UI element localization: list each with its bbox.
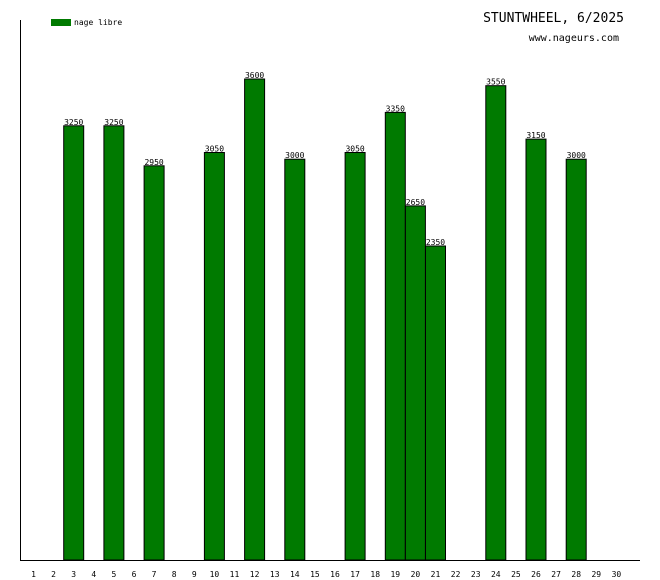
bar [404,205,426,561]
x-tick-label: 18 [370,570,380,579]
bar [103,125,125,561]
x-tick-label: 4 [91,570,96,579]
bar [485,85,507,561]
x-tick-label: 9 [192,570,197,579]
bar-value-label: 2950 [144,158,163,167]
x-tick-label: 11 [230,570,240,579]
x-tick-label: 21 [431,570,441,579]
x-tick-label: 25 [511,570,521,579]
x-tick-label: 13 [270,570,280,579]
x-tick-label: 22 [451,570,461,579]
x-tick-label: 23 [471,570,481,579]
x-tick-label: 10 [210,570,220,579]
x-tick-label: 5 [111,570,116,579]
chart-subtitle: www.nageurs.com [529,33,619,44]
x-tick-label: 12 [250,570,260,579]
legend: nage libre [51,18,122,27]
chart-title: STUNTWHEEL, 6/2025 [483,11,624,26]
bar-value-label: 3350 [386,104,405,113]
bar [244,78,266,561]
x-tick-label: 14 [290,570,300,579]
bar [143,165,165,561]
bar-value-label: 3050 [205,145,224,154]
bar-value-label: 3600 [245,71,264,80]
bar-value-label: 2350 [426,238,445,247]
bar [344,152,366,561]
x-tick-label: 2 [51,570,56,579]
bar [284,158,306,561]
x-tick-label: 17 [350,570,360,579]
x-tick-label: 16 [330,570,340,579]
x-tick-label: 6 [132,570,137,579]
bar-value-label: 3050 [345,145,364,154]
x-tick-label: 28 [571,570,581,579]
bar-value-label: 3250 [104,118,123,127]
x-tick-label: 27 [551,570,561,579]
x-axis-ticks: 1 2 3 4 5 6 7 8 9 10 11 12 13 14 15 16 17 18 19 20 21 22 23 24 2… [31,570,621,579]
x-tick-label: 3 [71,570,76,579]
bar [565,158,587,561]
bars [63,78,587,561]
bar [203,152,225,561]
bar-value-label: 3000 [285,151,304,160]
data-labels: 3250 3250 2950 3050 3600 3000 3050 3350 2650 2350… [64,71,586,247]
x-tick-label: 24 [491,570,501,579]
x-tick-label: 7 [152,570,157,579]
legend-label: nage libre [74,18,122,27]
bar-value-label: 3550 [486,78,505,87]
bar-value-label: 2650 [406,198,425,207]
x-tick-label: 1 [31,570,36,579]
x-tick-label: 29 [591,570,601,579]
bar-value-label: 3000 [567,151,586,160]
legend-swatch [51,19,71,26]
bar [384,111,406,561]
x-tick-label: 19 [390,570,400,579]
bar [425,245,446,561]
bar [525,138,547,561]
bar-value-label: 3250 [64,118,83,127]
x-tick-label: 15 [310,570,320,579]
bar-value-label: 3150 [526,131,545,140]
x-tick-label: 26 [531,570,541,579]
bar [63,125,85,561]
x-tick-label: 30 [612,570,622,579]
x-tick-label: 8 [172,570,177,579]
x-tick-label: 20 [411,570,421,579]
